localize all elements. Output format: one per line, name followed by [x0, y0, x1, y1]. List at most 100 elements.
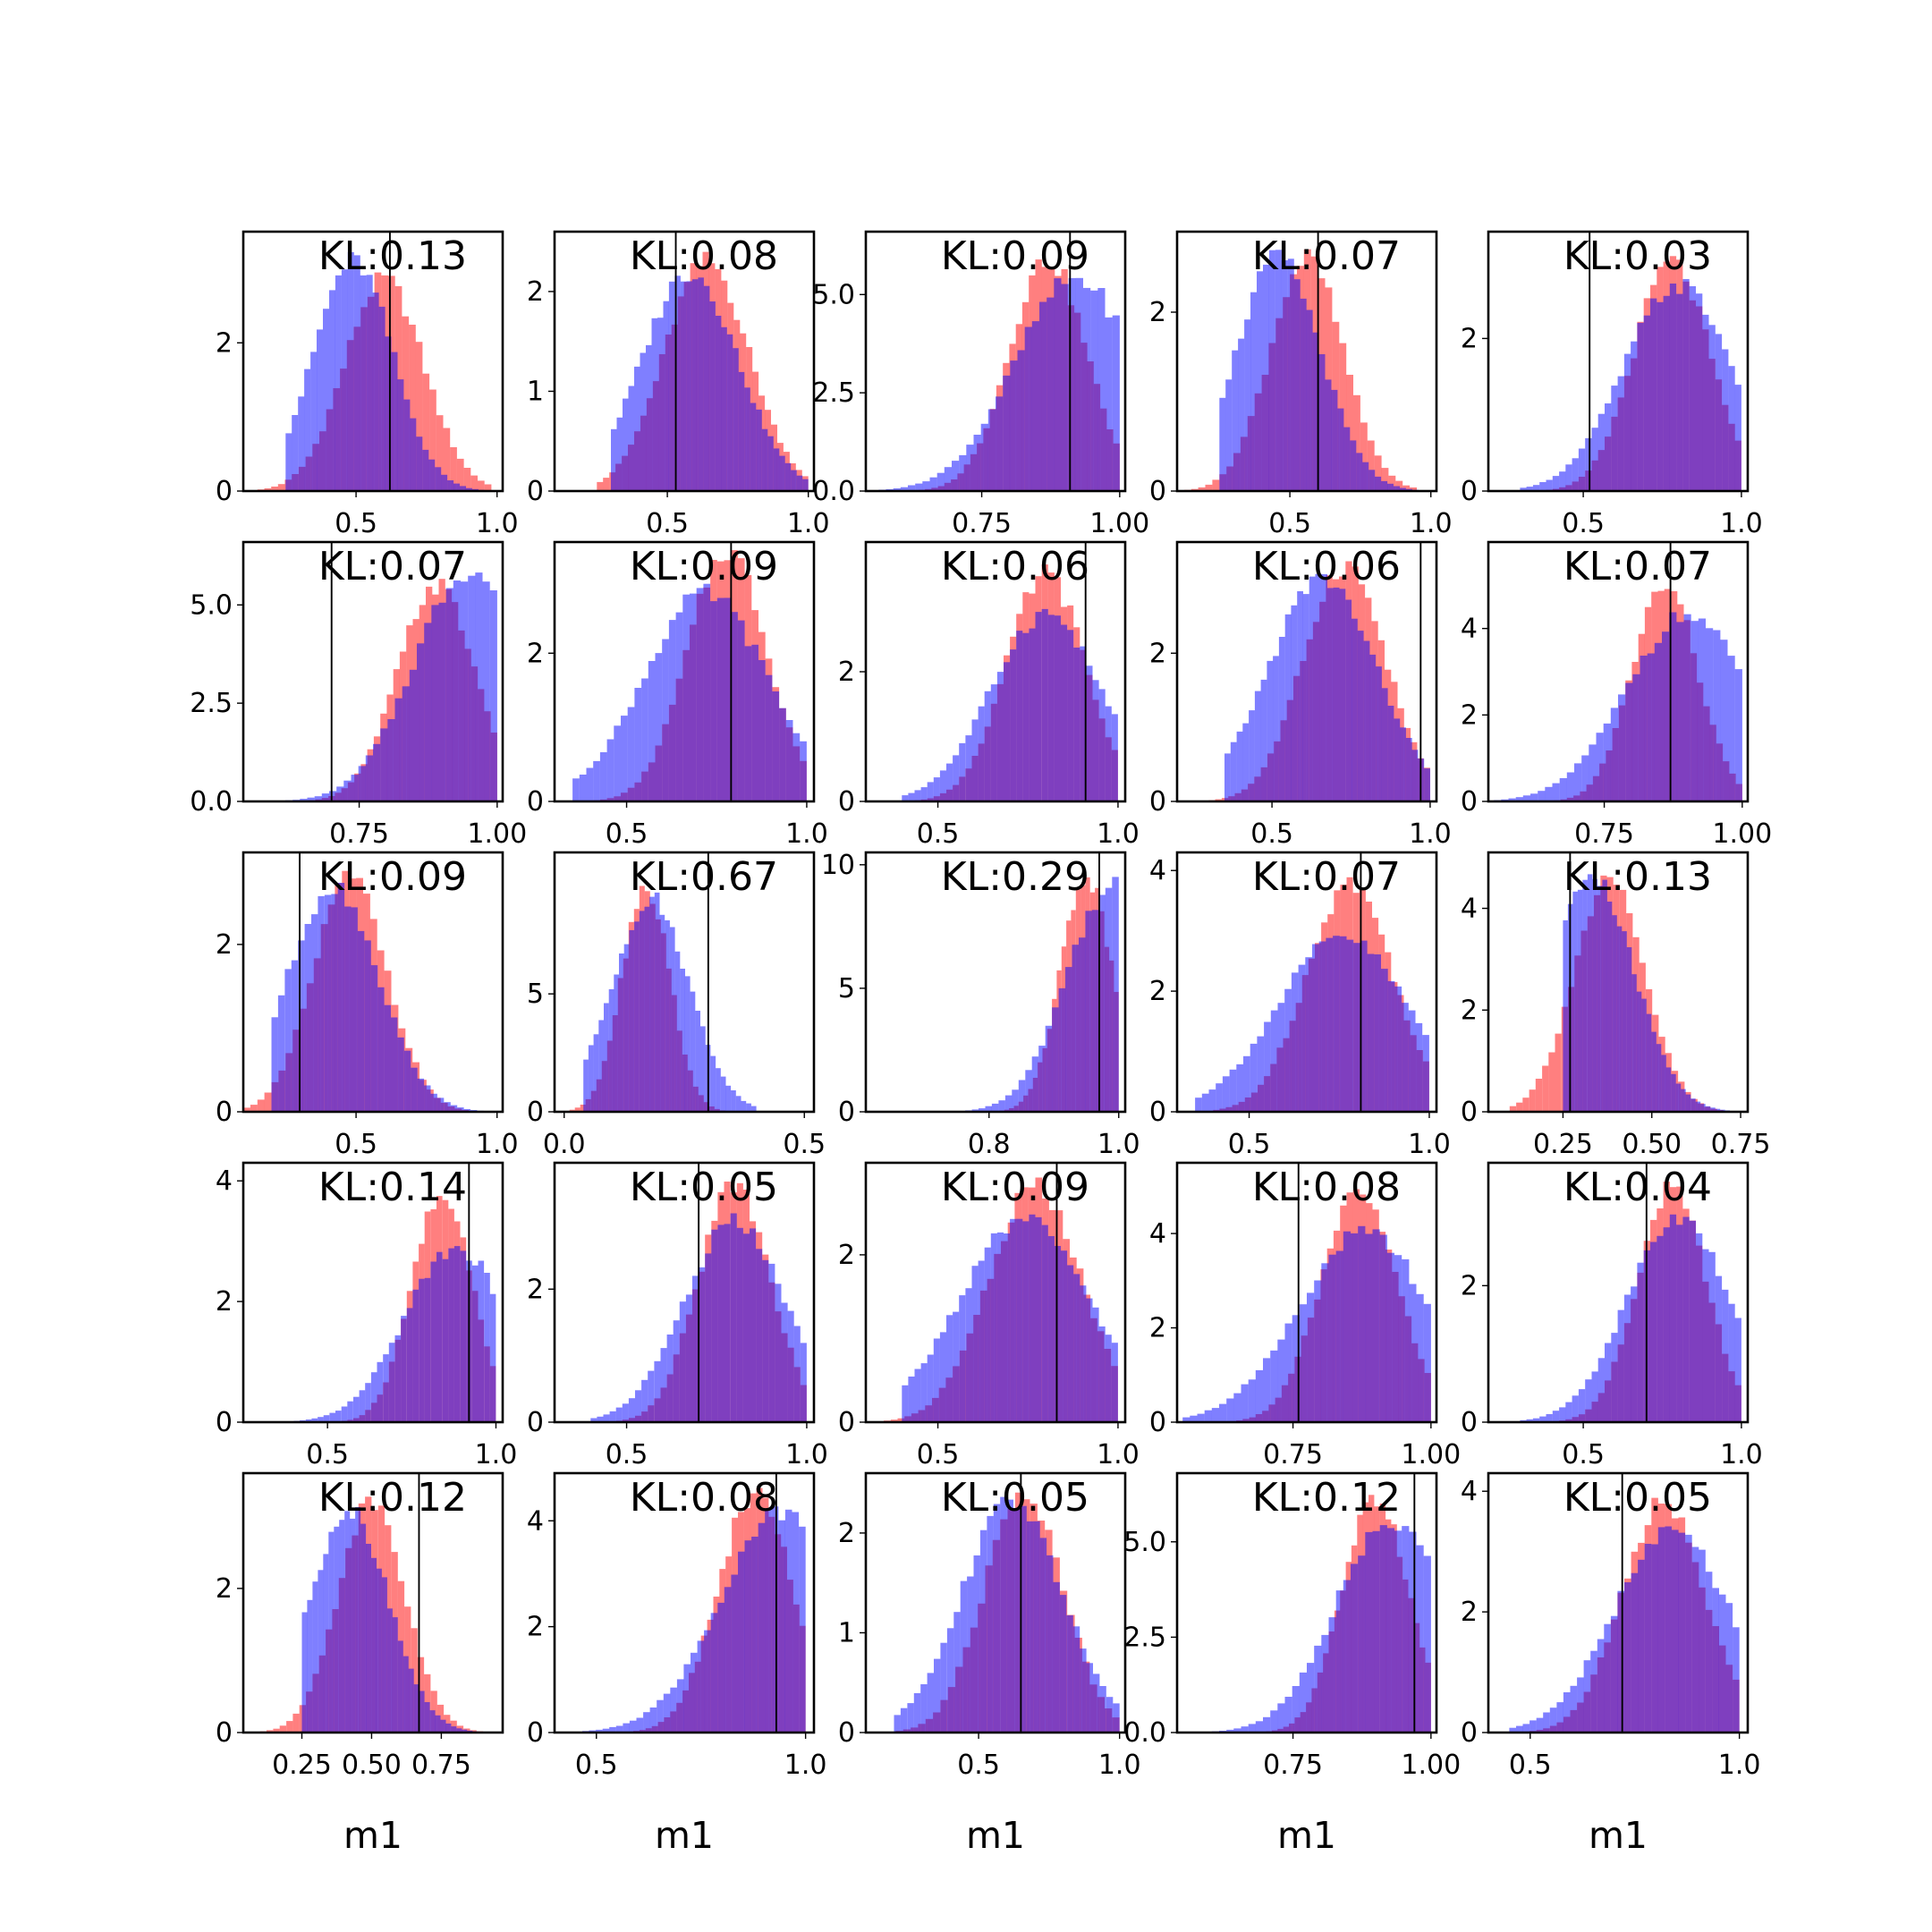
hist-bar-blue: [715, 316, 722, 491]
hist-bar-blue: [705, 1253, 712, 1422]
hist-bar-blue: [1691, 1546, 1699, 1733]
hist-bar-blue: [1416, 1293, 1424, 1422]
hist-bar-blue: [1230, 741, 1237, 801]
hist-bar-blue: [1725, 1603, 1733, 1733]
kl-divergence-label: KL:0.08: [630, 233, 778, 279]
hist-bar-blue: [1321, 573, 1327, 801]
hist-bar-blue: [1312, 944, 1319, 1112]
hist-bar-blue: [629, 929, 635, 1112]
x-tick-label: 0.75: [1711, 1129, 1771, 1160]
hist-bar-blue: [457, 1107, 464, 1112]
hist-bar-blue: [1669, 1214, 1677, 1422]
hist-bar-blue: [609, 1411, 616, 1422]
hist-bar-blue: [1543, 1712, 1550, 1733]
hist-bar-blue: [1374, 954, 1381, 1112]
kl-divergence-label: KL:0.06: [1252, 544, 1401, 589]
hist-bar-blue: [365, 1383, 371, 1422]
hist-bar-blue: [665, 919, 670, 1112]
hist-bar-blue: [682, 594, 690, 801]
hist-bar-blue: [339, 1520, 345, 1733]
hist-bar-blue: [1416, 1545, 1424, 1733]
hist-bar-blue: [603, 1414, 610, 1422]
hist-bar-blue: [1257, 271, 1263, 491]
hist-bar-blue: [1325, 379, 1332, 491]
kl-divergence-label: KL:0.13: [1563, 854, 1712, 900]
hist-bar-blue: [1643, 315, 1650, 491]
hist-bar-blue: [1605, 1343, 1612, 1422]
hist-bar-blue: [298, 396, 305, 491]
kl-divergence-label: KL:0.05: [630, 1165, 778, 1210]
hist-bar-blue: [1559, 1407, 1566, 1422]
hist-bar-blue: [1312, 332, 1319, 491]
hist-bar-blue: [1651, 1031, 1657, 1112]
hist-bar-blue: [1099, 1686, 1106, 1733]
y-tick-label: 2: [1461, 995, 1478, 1026]
hist-bar-blue: [1335, 1250, 1343, 1422]
hist-bar-blue: [929, 477, 937, 491]
axes-frame: [1175, 540, 1438, 803]
hist-bar-red: [1374, 455, 1382, 491]
hist-bar-blue: [1029, 1214, 1036, 1422]
hist-bar-blue: [1300, 298, 1307, 491]
hist-bar-blue: [799, 1526, 806, 1733]
hist-bar-blue: [365, 755, 373, 801]
hist-bar-blue: [1545, 786, 1553, 801]
y-tick-label: 0: [216, 476, 233, 507]
hist-bar-blue: [1603, 723, 1611, 801]
hist-bar-blue: [1091, 910, 1099, 1112]
hist-bar-blue: [1676, 1224, 1683, 1422]
x-tick-label: 0.5: [917, 818, 960, 850]
hist-bar-blue: [1669, 284, 1677, 491]
y-tick-label: 0: [527, 1097, 544, 1128]
hist-bar-red: [1410, 487, 1417, 491]
hist-bar-blue: [1112, 877, 1119, 1112]
hist-bar-blue: [1702, 314, 1709, 491]
hist-bar-blue: [602, 1728, 610, 1733]
hist-bar-blue: [350, 1518, 356, 1733]
hist-bar-blue: [1611, 1333, 1618, 1422]
hist-bar-blue: [323, 1554, 329, 1733]
hist-bar-blue: [1270, 1350, 1278, 1422]
y-tick-label: 2: [1461, 699, 1478, 731]
y-tick-label: 2: [216, 1286, 233, 1318]
hist-bar-blue: [1222, 1076, 1230, 1112]
x-axis-label: m1: [966, 1814, 1025, 1857]
x-tick-label: 0.5: [606, 818, 648, 850]
hist-bar-blue: [1013, 1507, 1021, 1733]
hist-bar-blue: [1572, 1395, 1579, 1422]
panel-3-2: 0 5 0.0 0.5 KL:0.67: [527, 851, 826, 1160]
hist-bar-blue: [357, 930, 365, 1112]
hist-bar-blue: [616, 417, 623, 491]
hist-bar-red: [277, 484, 285, 491]
hist-bar-blue: [1637, 322, 1644, 491]
hist-bar-blue: [1386, 1528, 1394, 1733]
axes-frame: [242, 1161, 504, 1424]
y-tick-label: 4: [1149, 1218, 1166, 1250]
hist-bar-red: [409, 325, 416, 491]
hist-bar-blue: [699, 1267, 706, 1422]
hist-bar-red: [580, 1105, 586, 1112]
hist-bar-blue: [1590, 1650, 1597, 1733]
hist-bar-blue: [1004, 1233, 1011, 1422]
hist-bar-red: [443, 428, 451, 491]
hist-bar-blue: [337, 883, 345, 1112]
hist-bar-blue: [978, 1260, 985, 1422]
hist-bar-blue: [668, 281, 675, 491]
y-tick-label: 2: [1149, 1313, 1166, 1344]
hist-bar-blue: [979, 1108, 986, 1112]
hist-bar-blue: [1583, 1660, 1591, 1733]
hist-bar-blue: [1233, 1728, 1241, 1733]
x-tick-label: 0.75: [952, 508, 1012, 539]
hist-bar-blue: [1631, 1572, 1639, 1733]
hist-bar-blue: [634, 921, 640, 1112]
hist-bar-blue: [1566, 772, 1574, 801]
y-tick-label: 2: [838, 1240, 855, 1271]
hist-bar-blue: [1291, 972, 1299, 1112]
hist-bar-blue: [1570, 1685, 1578, 1733]
hist-bar-blue: [304, 924, 311, 1112]
x-tick-label: 1.0: [475, 1439, 518, 1470]
hist-bar-blue: [1016, 631, 1023, 801]
hist-bar-blue: [920, 787, 928, 801]
hist-bar-blue: [1314, 1280, 1322, 1422]
hist-bar-blue: [300, 799, 308, 801]
